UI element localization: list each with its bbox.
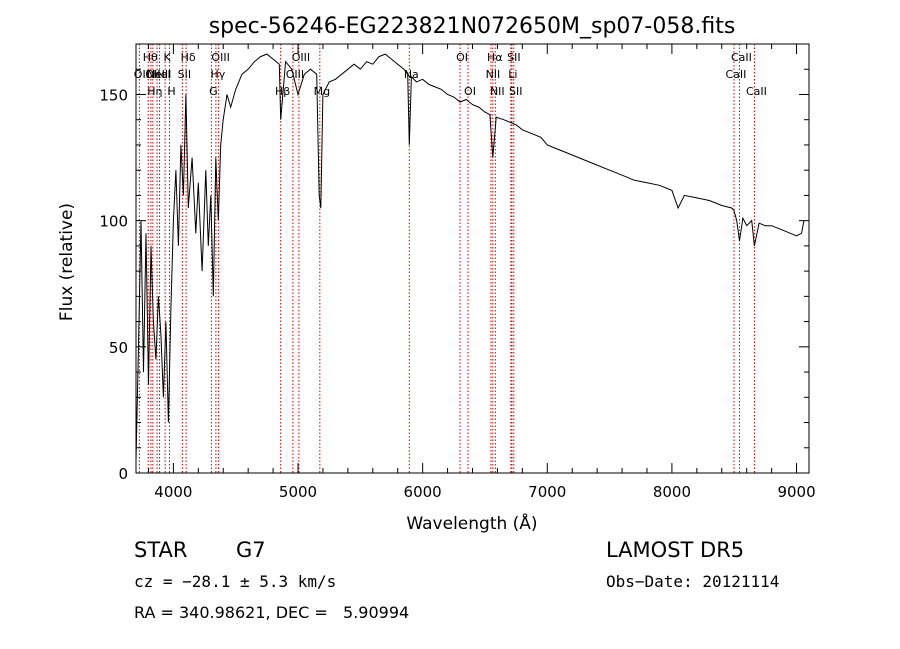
emission-line-markers bbox=[138, 44, 755, 473]
line-label: Mg bbox=[314, 85, 330, 98]
x-tick-label: 9000 bbox=[777, 483, 815, 501]
line-label: CaII bbox=[746, 85, 767, 98]
line-label: G bbox=[209, 85, 218, 98]
emission-line-labels: OIIHθOIIHηNeIIIHeIKHSIIHδGHγOIIIHβOIIIOI… bbox=[134, 51, 767, 98]
line-label: Hθ bbox=[143, 51, 158, 64]
x-axis-label: Wavelength (Å) bbox=[406, 512, 537, 534]
spectrum-series-line bbox=[135, 53, 805, 461]
line-label: OI bbox=[464, 85, 476, 98]
line-label: SII bbox=[507, 51, 520, 64]
line-label: NeIII bbox=[147, 68, 172, 81]
y-tick-label: 50 bbox=[109, 339, 128, 357]
line-label: Li bbox=[508, 68, 517, 81]
x-tick-label: 6000 bbox=[404, 483, 442, 501]
line-label: OI bbox=[456, 51, 468, 64]
x-tick-label: 7000 bbox=[528, 483, 566, 501]
x-tick-label: 5000 bbox=[279, 483, 317, 501]
line-label: OII bbox=[134, 68, 149, 81]
line-label: OIII bbox=[286, 68, 304, 81]
line-label: Hδ bbox=[181, 51, 196, 64]
line-label: NII bbox=[490, 85, 505, 98]
line-label: SII bbox=[509, 85, 522, 98]
line-label: Hγ bbox=[210, 68, 225, 81]
line-label: SII bbox=[178, 68, 191, 81]
line-label: Hη bbox=[147, 85, 162, 98]
line-label: OIII bbox=[292, 51, 310, 64]
y-tick-label: 150 bbox=[99, 86, 128, 104]
line-label: OII bbox=[145, 68, 160, 81]
y-tick-label: 100 bbox=[99, 213, 128, 231]
line-label: CaII bbox=[726, 68, 747, 81]
line-label: H bbox=[167, 85, 175, 98]
x-tick-label: 8000 bbox=[653, 483, 691, 501]
line-label: NII bbox=[486, 68, 501, 81]
y-axis-ticks: 0 50 100 150 bbox=[99, 68, 809, 483]
line-label: CaII bbox=[731, 51, 752, 64]
line-label: HeI bbox=[152, 68, 170, 81]
chart-title: spec-56246-EG223821N072650M_sp07-058.fit… bbox=[209, 14, 736, 39]
survey-name: LAMOST DR5 bbox=[606, 538, 745, 562]
y-axis-label: Flux (relative) bbox=[57, 203, 77, 321]
y-tick-label: 0 bbox=[118, 465, 128, 483]
line-label: K bbox=[164, 51, 172, 64]
plot-frame bbox=[135, 43, 810, 474]
x-tick-label: 4000 bbox=[154, 483, 192, 501]
x-axis-ticks: 4000 5000 6000 7000 8000 9000 bbox=[147, 44, 816, 501]
object-class: STAR bbox=[134, 538, 188, 562]
object-subclass: G7 bbox=[236, 538, 266, 562]
line-label: Hα bbox=[487, 51, 503, 64]
redshift-readout: cz = −28.1 ± 5.3 km/s bbox=[134, 572, 337, 591]
line-label: OIII bbox=[211, 51, 229, 64]
coordinates-readout: RA = 340.98621, DEC = 5.90994 bbox=[134, 603, 410, 622]
observation-date: Obs−Date: 20121114 bbox=[606, 572, 780, 591]
